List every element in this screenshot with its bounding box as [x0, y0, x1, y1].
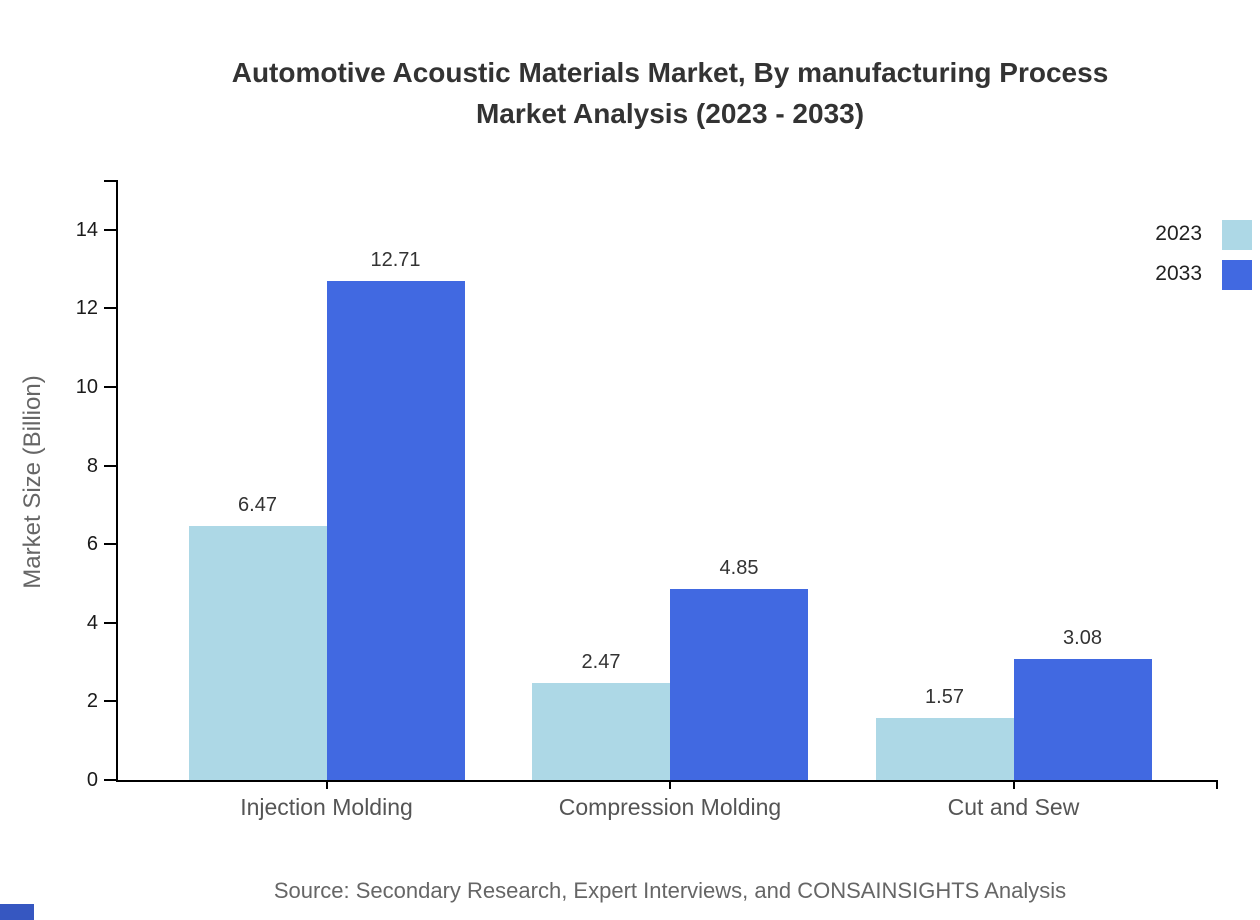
bar-value-label: 12.71	[370, 248, 421, 271]
legend: 2023 2033	[1110, 220, 1260, 300]
bar-2033-compression-molding	[670, 589, 808, 780]
x-tick-mark	[669, 780, 671, 789]
bar-2033-injection-molding	[326, 280, 465, 780]
y-tick-label: 0	[86, 769, 98, 791]
bar-value-label: 6.47	[238, 493, 277, 516]
legend-swatch-2033	[1222, 260, 1252, 290]
y-tick-mark	[104, 621, 116, 624]
x-axis-end-tick	[1216, 780, 1218, 789]
y-tick-mark	[104, 386, 116, 389]
y-tick-label: 10	[75, 376, 98, 399]
y-tick-mark	[104, 779, 116, 781]
y-tick-mark	[104, 543, 116, 546]
legend-row-2023: 2023	[1110, 220, 1260, 250]
x-tick-mark	[325, 780, 328, 789]
bar-value-label: 4.85	[719, 557, 759, 580]
y-tick-label: 2	[86, 690, 98, 713]
y-tick-mark	[104, 228, 116, 231]
y-axis-end-cap	[104, 180, 116, 182]
chart-title-line1: Automotive Acoustic Materials Market, By…	[231, 57, 1109, 88]
bar-2033-cut-and-sew	[1013, 658, 1152, 780]
y-tick-mark	[104, 307, 116, 310]
y-tick-label: 14	[75, 218, 98, 241]
y-tick-mark	[104, 700, 116, 703]
y-tick-label: 8	[86, 454, 98, 477]
source-note: Source: Secondary Research, Expert Inter…	[273, 878, 1067, 903]
bar-2023-compression-molding	[532, 682, 670, 780]
y-tick-label: 6	[86, 533, 98, 556]
bar-2023-injection-molding	[188, 525, 327, 780]
brand-logo-square	[0, 904, 34, 920]
y-axis-spine	[116, 180, 118, 782]
bar-value-label: 3.08	[1063, 626, 1102, 649]
y-tick-label: 4	[86, 611, 98, 634]
bar-2023-cut-and-sew	[875, 718, 1014, 780]
x-tick-mark	[1012, 780, 1015, 789]
plot-area: 0 2 4 6 8 10 12 14 Injection Molding Compression …	[76, 180, 1218, 820]
chart-title: Automotive Acoustic Materials Market, By…	[80, 52, 1260, 134]
x-category-label-compression-molding: Compression Molding	[558, 794, 782, 820]
legend-label-2023: 2023	[1155, 222, 1202, 245]
y-tick-label: 12	[75, 297, 98, 320]
bar-value-label: 1.57	[925, 686, 964, 709]
legend-swatch-2023	[1222, 220, 1252, 250]
bar-value-label: 2.47	[581, 650, 621, 673]
y-axis-title: Market Size (Billion)	[19, 375, 46, 589]
legend-row-2033: 2033	[1110, 260, 1260, 290]
x-axis-line	[116, 780, 1218, 782]
chart-title-line2: Market Analysis (2023 - 2033)	[475, 98, 865, 129]
y-tick-mark	[104, 464, 116, 467]
x-category-label-cut-and-sew: Cut and Sew	[947, 794, 1080, 820]
legend-label-2033: 2033	[1155, 262, 1202, 285]
x-category-label-injection-molding: Injection Molding	[240, 794, 413, 820]
